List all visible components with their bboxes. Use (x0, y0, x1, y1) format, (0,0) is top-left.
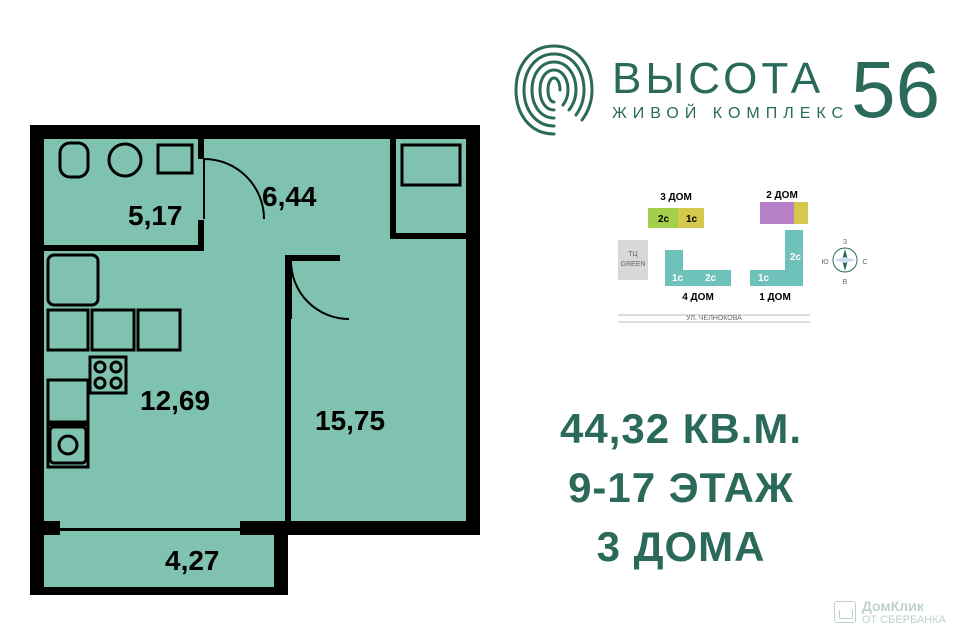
logo: ВЫСОТА ЖИВОЙ КОМПЛЕКС 56 (510, 40, 940, 140)
room-area-balcony: 4,27 (165, 545, 220, 577)
svg-text:2c: 2c (658, 214, 670, 225)
logo-word: ВЫСОТА (612, 57, 849, 101)
info-floors: 9-17 ЭТАЖ (560, 459, 802, 518)
svg-text:1 ДОМ: 1 ДОМ (759, 292, 791, 303)
floor-plan: 5,17 6,44 12,69 15,75 4,27 (30, 125, 480, 605)
svg-text:С: С (862, 259, 867, 266)
svg-text:2c: 2c (705, 273, 717, 284)
house-icon (834, 601, 856, 623)
watermark-brand: ДомКлик (862, 599, 946, 614)
fingerprint-icon (510, 40, 598, 140)
watermark: ДомКлик ОТ СБЕРБАНКА (834, 599, 946, 626)
room-area-kitchen: 12,69 (140, 385, 210, 417)
svg-text:3 ДОМ: 3 ДОМ (660, 192, 692, 203)
svg-text:Ю: Ю (821, 259, 828, 266)
info-building: 3 ДОМА (560, 518, 802, 577)
room-area-bathroom: 5,17 (128, 200, 183, 232)
watermark-sub: ОТ СБЕРБАНКА (862, 614, 946, 626)
svg-text:1c: 1c (758, 273, 770, 284)
svg-text:В: В (843, 279, 848, 286)
svg-text:УЛ. ЧЕЛНОКОВА: УЛ. ЧЕЛНОКОВА (686, 315, 742, 322)
svg-text:4 ДОМ: 4 ДОМ (682, 292, 714, 303)
logo-number: 56 (851, 60, 940, 120)
info-block: 44,32 КВ.М. 9-17 ЭТАЖ 3 ДОМА (560, 400, 802, 576)
site-plan: 3 ДОМ 2c 1c 2 ДОМ ТЦ GREEN 1c 2c 4 ДОМ 1… (610, 190, 900, 340)
svg-text:GREEN: GREEN (621, 261, 646, 268)
svg-text:ТЦ: ТЦ (628, 251, 638, 258)
room-area-hall: 6,44 (262, 181, 317, 213)
info-area: 44,32 КВ.М. (560, 400, 802, 459)
svg-text:З: З (843, 239, 847, 246)
room-area-living: 15,75 (315, 405, 385, 437)
svg-text:1c: 1c (672, 273, 684, 284)
svg-text:2c: 2c (790, 252, 802, 263)
svg-text:1c: 1c (686, 214, 698, 225)
svg-text:2 ДОМ: 2 ДОМ (766, 190, 798, 201)
logo-subtitle: ЖИВОЙ КОМПЛЕКС (612, 105, 849, 123)
